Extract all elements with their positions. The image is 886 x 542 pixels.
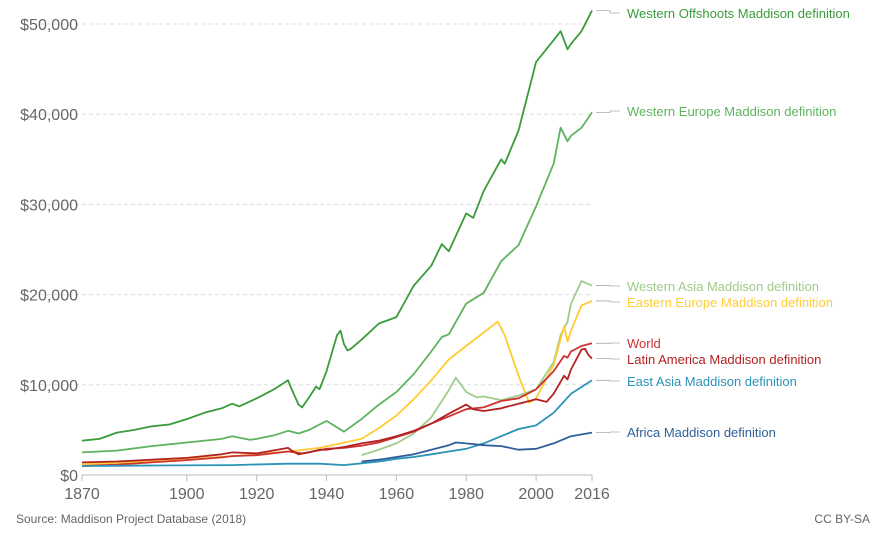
x-tick-label: 2016 xyxy=(574,486,610,503)
y-tick-label: $50,000 xyxy=(20,17,78,34)
series-label: World xyxy=(627,336,661,351)
x-tick-label: 1960 xyxy=(379,486,415,503)
x-tick-label: 1980 xyxy=(448,486,484,503)
label-leader xyxy=(596,110,620,113)
series-label: East Asia Maddison definition xyxy=(627,374,797,389)
series-line xyxy=(81,300,593,466)
y-tick-label: $30,000 xyxy=(20,197,78,214)
series-line xyxy=(81,347,593,464)
y-tick-label: $0 xyxy=(60,468,78,485)
x-tick-label: 1900 xyxy=(169,486,205,503)
series-labels: Western Offshoots Maddison definition Wes… xyxy=(596,6,850,440)
series-line xyxy=(81,10,593,442)
label-leader xyxy=(596,10,620,14)
label-leader xyxy=(596,431,620,434)
gridlines xyxy=(40,23,592,386)
x-tick-label: 2000 xyxy=(518,486,554,503)
y-tick-label: $40,000 xyxy=(20,107,78,124)
series-line xyxy=(361,431,593,463)
x-axis-ticks: 1870 1900 1920 1940 1960 1980 2000 2016 xyxy=(64,475,610,503)
series-label: Western Europe Maddison definition xyxy=(627,104,836,119)
series-label: Western Asia Maddison definition xyxy=(627,279,819,294)
y-axis-ticks: $0 $10,000 $20,000 $30,000 $40,000 $50,000 xyxy=(20,17,78,485)
x-tick-label: 1870 xyxy=(64,486,100,503)
source-note: Source: Maddison Project Database (2018) xyxy=(16,512,246,526)
label-leader xyxy=(596,379,620,382)
series-label: Latin America Maddison definition xyxy=(627,352,821,367)
series-line xyxy=(81,111,593,454)
license-note: CC BY-SA xyxy=(814,512,870,526)
y-tick-label: $20,000 xyxy=(20,288,78,305)
x-tick-label: 1920 xyxy=(239,486,275,503)
label-leader xyxy=(596,300,620,303)
series-label: Eastern Europe Maddison definition xyxy=(627,295,833,310)
series-lines xyxy=(81,10,593,467)
series-label: Africa Maddison definition xyxy=(627,425,776,440)
series-label: Western Offshoots Maddison definition xyxy=(627,6,850,21)
x-tick-label: 1940 xyxy=(309,486,345,503)
series-line xyxy=(361,280,593,457)
y-tick-label: $10,000 xyxy=(20,378,78,395)
series-line xyxy=(81,379,593,467)
